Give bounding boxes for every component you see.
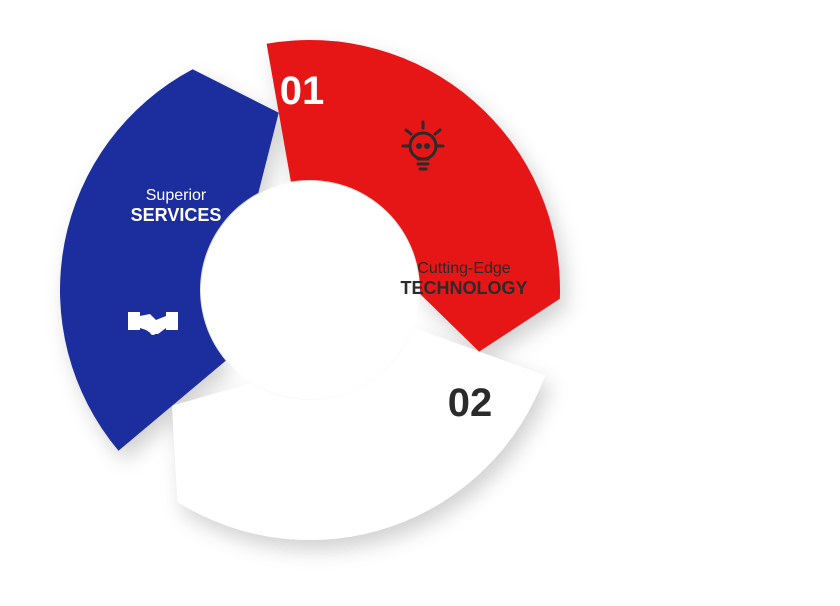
segment-products-title-bold: PRODUCTS — [196, 491, 356, 511]
segment-technology-title-bold: TECHNOLOGY — [384, 278, 544, 299]
segment-services-title-bold: SERVICES — [96, 205, 256, 226]
handshake-icon — [126, 304, 180, 349]
segment-services-title-light: Superior — [96, 187, 256, 205]
segment-products-title: PatentedPRODUCTS — [196, 474, 356, 511]
infographic-stage: 01 SuperiorSERVICES 02 Cutting-EdgeTECHNOL… — [0, 0, 840, 606]
segment-technology-title: Cutting-EdgeTECHNOLOGY — [384, 260, 544, 299]
segment-products-title-light: Patented — [196, 474, 356, 491]
segment-technology-title-light: Cutting-Edge — [384, 260, 544, 278]
segment-products-number: 03 — [208, 418, 288, 464]
circular-arrow-ring — [0, 0, 840, 606]
segment-services-number: 01 — [262, 68, 342, 114]
segment-services-title: SuperiorSERVICES — [96, 187, 256, 226]
barchart-icon — [382, 466, 432, 515]
segment-technology-number: 02 — [430, 380, 510, 426]
lightbulb-icon — [400, 120, 446, 181]
